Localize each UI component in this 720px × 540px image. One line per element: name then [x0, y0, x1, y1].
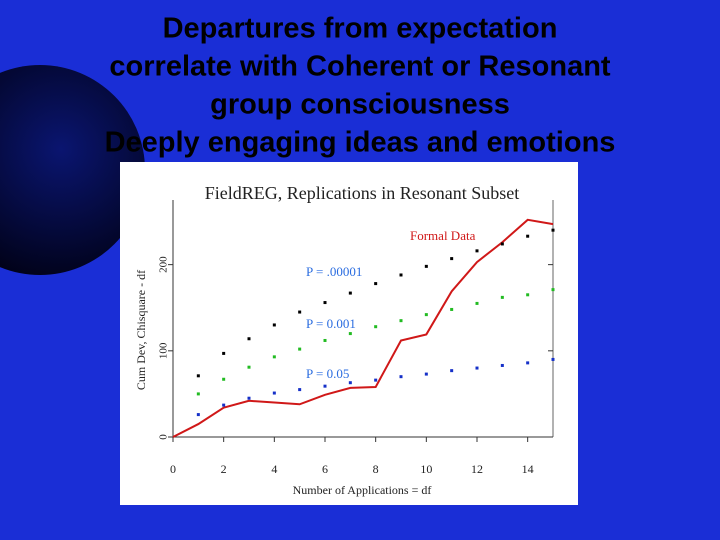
data-dot: [399, 273, 403, 277]
x-axis-label: Number of Applications = df: [293, 483, 432, 497]
title-line: group consciousness: [210, 89, 510, 121]
data-dot: [374, 378, 378, 382]
data-dot: [196, 374, 200, 378]
data-dot: [298, 388, 302, 392]
series-label: Formal Data: [410, 228, 476, 243]
data-dot: [247, 365, 251, 369]
data-dot: [348, 332, 352, 336]
data-dot: [450, 257, 454, 261]
series-label: P = .00001: [306, 264, 362, 279]
data-dot: [551, 228, 555, 232]
slide-title: Departures from expectation correlate wit…: [105, 13, 616, 159]
data-dot: [526, 234, 530, 238]
data-dot: [323, 301, 327, 305]
data-dot: [222, 403, 226, 407]
data-dot: [323, 338, 327, 342]
data-dot: [500, 363, 504, 367]
data-dot: [551, 357, 555, 361]
data-dot: [424, 264, 428, 268]
data-dot: [526, 293, 530, 297]
x-tick-label: 6: [322, 462, 328, 476]
y-tick-label: 200: [158, 256, 170, 273]
data-dot: [450, 307, 454, 311]
data-dot: [348, 381, 352, 385]
x-tick-label: 2: [221, 462, 227, 476]
y-tick-label: 100: [158, 342, 170, 359]
data-dot: [323, 384, 327, 388]
y-axis-label: Cum Dev, Chisquare - df: [134, 270, 148, 390]
series-label: P = 0.001: [306, 316, 356, 331]
data-dot: [196, 413, 200, 417]
data-dot: [399, 375, 403, 379]
data-dot: [526, 361, 530, 365]
x-tick-label: 12: [471, 462, 483, 476]
title-line: Deeply engaging ideas and emotions: [105, 127, 616, 159]
x-tick-label: 14: [522, 462, 534, 476]
data-dot: [272, 355, 276, 359]
data-dot: [424, 313, 428, 317]
data-dot: [475, 249, 479, 253]
data-dot: [298, 310, 302, 314]
data-dot: [374, 325, 378, 329]
series-label: P = 0.05: [306, 366, 349, 381]
data-dot: [196, 392, 200, 396]
data-dot: [272, 391, 276, 395]
data-dot: [399, 319, 403, 323]
x-tick-label: 4: [271, 462, 277, 476]
title-line: correlate with Coherent or Resonant: [109, 51, 610, 83]
data-dot: [247, 396, 251, 400]
data-dot: [247, 337, 251, 341]
data-line: [172, 218, 554, 438]
data-dot: [475, 301, 479, 305]
chart-title: FieldREG, Replications in Resonant Subse…: [205, 183, 519, 203]
data-dot: [348, 291, 352, 295]
data-dot: [298, 347, 302, 351]
data-dot: [222, 351, 226, 355]
data-dot: [475, 366, 479, 370]
data-dot: [222, 377, 226, 381]
plot: 0 2 4 6 8 10 12 14 0 100 200 Formal Data P = .00001 P…: [158, 200, 555, 476]
data-dot: [500, 242, 504, 246]
data-dot: [450, 369, 454, 373]
decor-orb: [0, 65, 145, 275]
x-tick-label: 0: [170, 462, 176, 476]
data-dot: [374, 282, 378, 286]
data-dot: [272, 323, 276, 327]
y-tick-label: 0: [158, 434, 170, 440]
title-line: Departures from expectation: [163, 13, 558, 45]
data-dot: [424, 372, 428, 376]
x-tick-label: 10: [420, 462, 432, 476]
data-dot: [500, 295, 504, 299]
x-tick-label: 8: [373, 462, 379, 476]
data-dot: [551, 288, 555, 292]
